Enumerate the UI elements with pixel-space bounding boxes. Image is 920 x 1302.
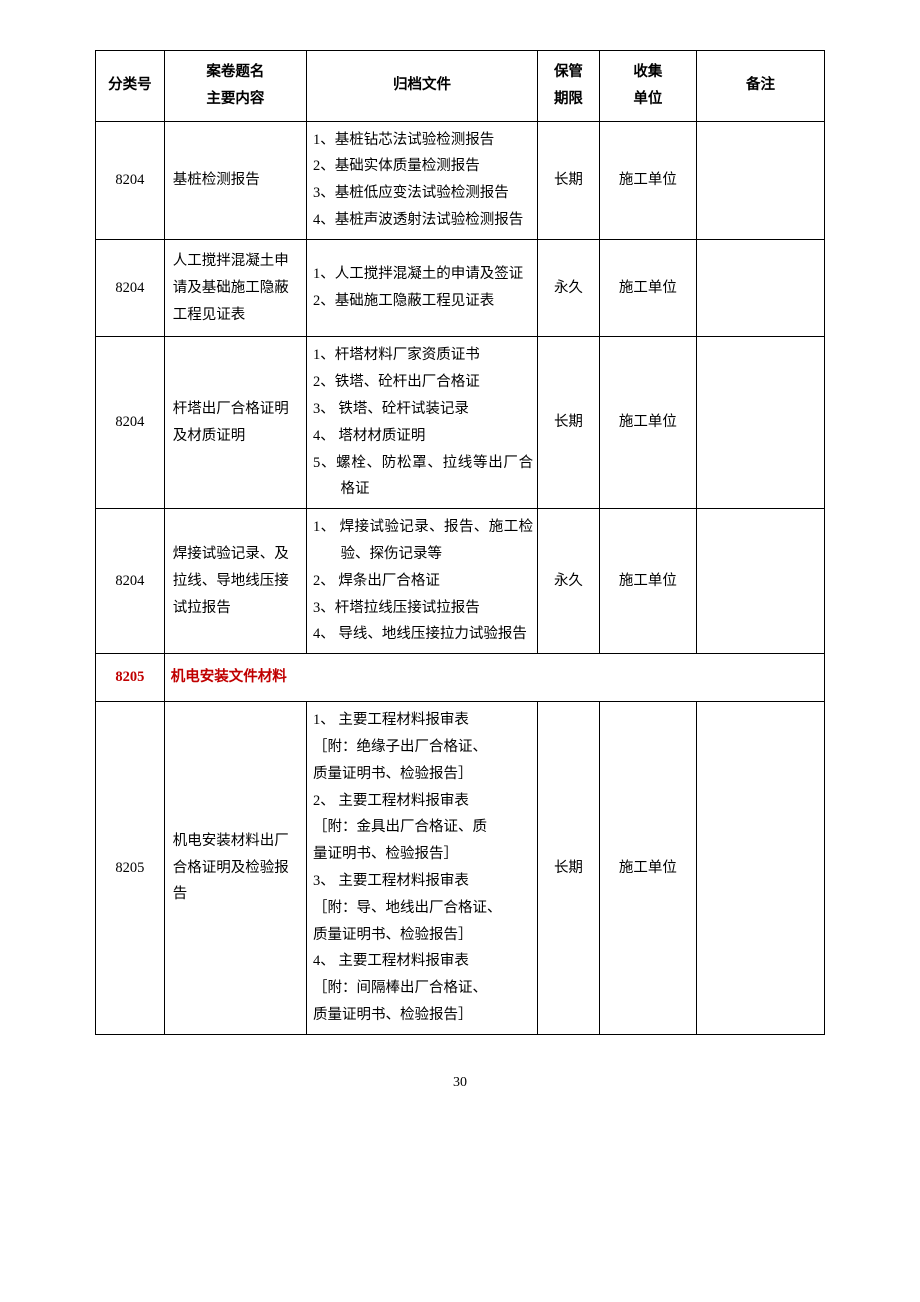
cell-unit: 施工单位 [599, 509, 696, 654]
file-item: 质量证明书、检验报告］ [313, 761, 533, 788]
file-item: 1、 焊接试验记录、报告、施工检验、探伤记录等 [313, 514, 533, 568]
table-row: 8204 杆塔出厂合格证明及材质证明 1、杆塔材料厂家资质证书 2、铁塔、砼杆出… [96, 337, 825, 509]
file-item: 4、 塔材材质证明 [313, 423, 533, 450]
cell-remark [696, 337, 824, 509]
cell-code: 8204 [96, 509, 165, 654]
cell-files: 1、人工搅拌混凝土的申请及签证 2、基础施工隐蔽工程见证表 [306, 239, 537, 336]
section-row: 8205 机电安装文件材料 [96, 654, 825, 702]
file-item: 质量证明书、检验报告］ [313, 922, 533, 949]
header-unit: 收集 单位 [599, 51, 696, 122]
cell-code: 8204 [96, 121, 165, 239]
table-row: 8205 机电安装材料出厂合格证明及检验报告 1、 主要工程材料报审表 ［附：绝… [96, 702, 825, 1035]
file-item: 1、人工搅拌混凝土的申请及签证 [313, 261, 533, 288]
section-title: 机电安装文件材料 [164, 654, 824, 702]
file-item: ［附：金具出厂合格证、质 [313, 814, 533, 841]
cell-period: 长期 [538, 702, 600, 1035]
cell-period: 长期 [538, 337, 600, 509]
file-item: 1、基桩钻芯法试验检测报告 [313, 127, 533, 154]
cell-unit: 施工单位 [599, 337, 696, 509]
file-item: 2、 主要工程材料报审表 [313, 788, 533, 815]
cell-unit: 施工单位 [599, 121, 696, 239]
file-item: 5、螺栓、防松罩、拉线等出厂合格证 [313, 450, 533, 504]
table-body: 8204 基桩检测报告 1、基桩钻芯法试验检测报告 2、基础实体质量检测报告 3… [96, 121, 825, 1034]
cell-code: 8205 [96, 702, 165, 1035]
cell-code: 8204 [96, 337, 165, 509]
file-item: 3、 主要工程材料报审表 [313, 868, 533, 895]
header-remark: 备注 [696, 51, 824, 122]
file-item: ［附：间隔棒出厂合格证、 [313, 975, 533, 1002]
file-item: 3、 铁塔、砼杆试装记录 [313, 396, 533, 423]
cell-remark [696, 509, 824, 654]
header-title: 案卷题名 主要内容 [164, 51, 306, 122]
section-code: 8205 [96, 654, 165, 702]
cell-unit: 施工单位 [599, 239, 696, 336]
file-item: 2、铁塔、砼杆出厂合格证 [313, 369, 533, 396]
file-item: ［附：导、地线出厂合格证、 [313, 895, 533, 922]
page-number: 30 [95, 1075, 825, 1091]
header-code: 分类号 [96, 51, 165, 122]
cell-remark [696, 239, 824, 336]
file-item: 3、杆塔拉线压接试拉报告 [313, 595, 533, 622]
cell-title: 机电安装材料出厂合格证明及检验报告 [164, 702, 306, 1035]
table-row: 8204 焊接试验记录、及拉线、导地线压接试拉报告 1、 焊接试验记录、报告、施… [96, 509, 825, 654]
file-item: 1、 主要工程材料报审表 [313, 707, 533, 734]
file-item: 4、 主要工程材料报审表 [313, 948, 533, 975]
header-period: 保管 期限 [538, 51, 600, 122]
table-row: 8204 基桩检测报告 1、基桩钻芯法试验检测报告 2、基础实体质量检测报告 3… [96, 121, 825, 239]
cell-files: 1、基桩钻芯法试验检测报告 2、基础实体质量检测报告 3、基桩低应变法试验检测报… [306, 121, 537, 239]
cell-code: 8204 [96, 239, 165, 336]
table-header: 分类号 案卷题名 主要内容 归档文件 保管 期限 收集 单位 备注 [96, 51, 825, 122]
file-item: 1、杆塔材料厂家资质证书 [313, 342, 533, 369]
cell-title: 杆塔出厂合格证明及材质证明 [164, 337, 306, 509]
file-item: 3、基桩低应变法试验检测报告 [313, 180, 533, 207]
file-item: 2、基础施工隐蔽工程见证表 [313, 288, 533, 315]
cell-period: 永久 [538, 509, 600, 654]
file-item: 4、 导线、地线压接拉力试验报告 [313, 621, 533, 648]
cell-period: 长期 [538, 121, 600, 239]
file-item: 质量证明书、检验报告］ [313, 1002, 533, 1029]
cell-title: 基桩检测报告 [164, 121, 306, 239]
file-item: ［附：绝缘子出厂合格证、 [313, 734, 533, 761]
page-container: 分类号 案卷题名 主要内容 归档文件 保管 期限 收集 单位 备注 820 [0, 50, 920, 1091]
file-item: 2、 焊条出厂合格证 [313, 568, 533, 595]
cell-title: 焊接试验记录、及拉线、导地线压接试拉报告 [164, 509, 306, 654]
file-item: 2、基础实体质量检测报告 [313, 153, 533, 180]
cell-unit: 施工单位 [599, 702, 696, 1035]
cell-files: 1、 主要工程材料报审表 ［附：绝缘子出厂合格证、 质量证明书、检验报告］ 2、… [306, 702, 537, 1035]
table-row: 8204 人工搅拌混凝土申请及基础施工隐蔽工程见证表 1、人工搅拌混凝土的申请及… [96, 239, 825, 336]
cell-period: 永久 [538, 239, 600, 336]
cell-title: 人工搅拌混凝土申请及基础施工隐蔽工程见证表 [164, 239, 306, 336]
cell-files: 1、 焊接试验记录、报告、施工检验、探伤记录等 2、 焊条出厂合格证 3、杆塔拉… [306, 509, 537, 654]
cell-files: 1、杆塔材料厂家资质证书 2、铁塔、砼杆出厂合格证 3、 铁塔、砼杆试装记录 4… [306, 337, 537, 509]
header-file: 归档文件 [306, 51, 537, 122]
file-item: 量证明书、检验报告］ [313, 841, 533, 868]
archive-table: 分类号 案卷题名 主要内容 归档文件 保管 期限 收集 单位 备注 820 [95, 50, 825, 1035]
cell-remark [696, 702, 824, 1035]
cell-remark [696, 121, 824, 239]
file-item: 4、基桩声波透射法试验检测报告 [313, 207, 533, 234]
